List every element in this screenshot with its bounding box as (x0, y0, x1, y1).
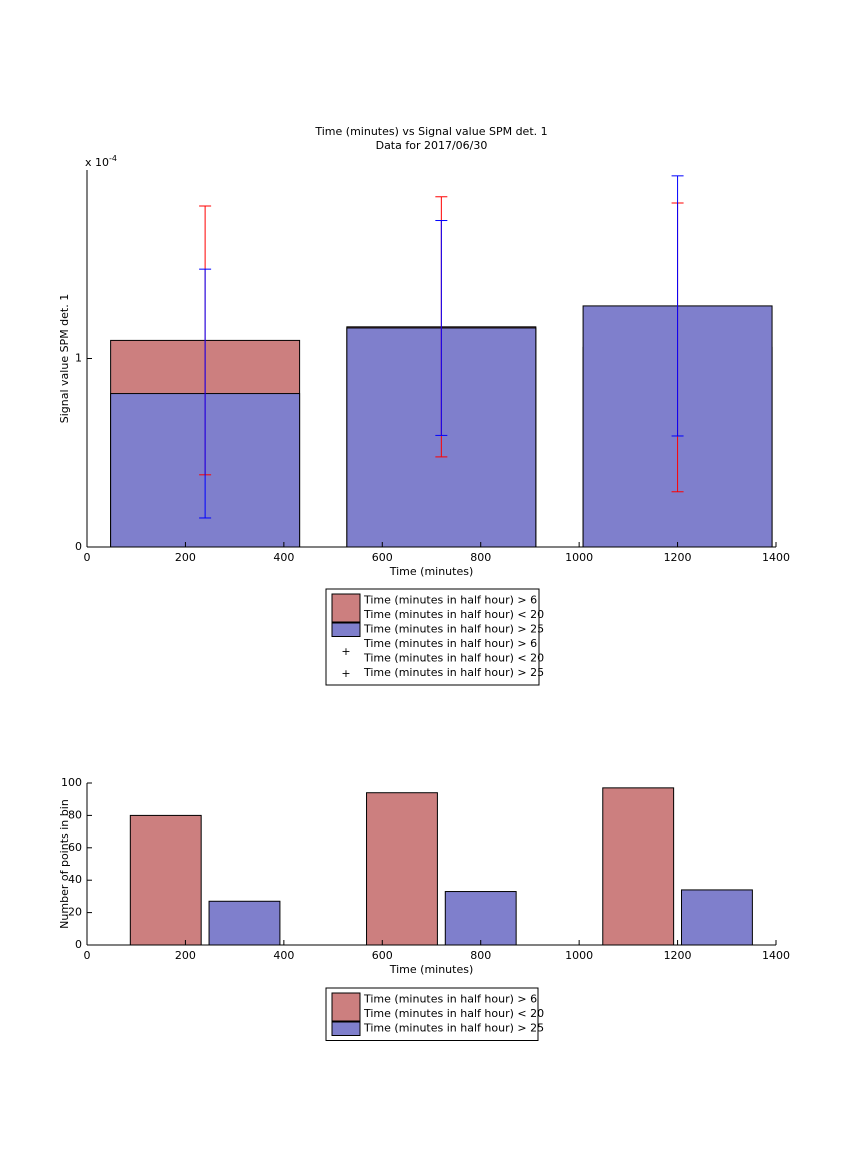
x-tick-label: 1200 (664, 551, 692, 564)
y-tick-label: 40 (68, 873, 82, 886)
y-tick-label: 80 (68, 808, 82, 821)
legend-label: Time (minutes in half hour) > 6 (363, 593, 537, 606)
chart-subtitle: Data for 2017/06/30 (376, 139, 488, 152)
legend-label: Time (minutes in half hour) > 25 (363, 1021, 544, 1034)
bar (681, 889, 753, 946)
x-tick-label: 600 (372, 551, 393, 564)
y-scale-exponent: -4 (109, 154, 117, 163)
x-tick-label: 200 (175, 949, 196, 962)
legend-label: Time (minutes in half hour) > 6 (363, 992, 537, 1005)
legend-label: Time (minutes in half hour) > 6 (363, 637, 537, 650)
bar (444, 891, 517, 946)
y-scale-base: x 10 (85, 156, 109, 169)
x-tick-label: 1000 (565, 551, 593, 564)
x-tick-label: 600 (372, 949, 393, 962)
bar (602, 787, 675, 946)
legend-label: Time (minutes in half hour) < 20 (363, 651, 544, 664)
x-tick-label: 1200 (664, 949, 692, 962)
y-tick-label: 100 (61, 776, 82, 789)
legend-patch (331, 593, 361, 623)
x-tick-label: 1400 (762, 551, 790, 564)
y-axis-label: Number of points in bin (58, 799, 71, 929)
bar (366, 792, 438, 946)
error-bar (435, 220, 448, 436)
y-tick-label: 0 (75, 938, 82, 951)
legend-marker: + (341, 667, 350, 680)
legend-patch (331, 992, 361, 1022)
x-tick-label: 800 (470, 949, 491, 962)
y-tick-label: 20 (68, 906, 82, 919)
legend-label: Time (minutes in half hour) > 25 (363, 622, 544, 635)
x-axis-label: Time (minutes) (389, 565, 474, 578)
error-bar (199, 268, 212, 519)
bar (129, 814, 202, 946)
chart-title: Time (minutes) vs Signal value SPM det. … (314, 125, 547, 138)
x-tick-label: 0 (84, 551, 91, 564)
bar (208, 900, 281, 946)
x-tick-label: 1400 (762, 949, 790, 962)
x-tick-label: 1000 (565, 949, 593, 962)
legend-label: Time (minutes in half hour) < 20 (363, 608, 544, 621)
x-tick-label: 200 (175, 551, 196, 564)
x-tick-label: 400 (273, 949, 294, 962)
legend-label: Time (minutes in half hour) < 20 (363, 1007, 544, 1020)
y-tick-label: 60 (68, 841, 82, 854)
error-bar (671, 175, 684, 437)
y-tick-label: 0 (75, 540, 82, 553)
y-axis-label: Signal value SPM det. 1 (58, 294, 71, 424)
y-tick-label: 1 (75, 352, 82, 365)
x-tick-label: 800 (470, 551, 491, 564)
y-scale-label: x 10-4 (85, 154, 117, 170)
legend-marker: + (341, 645, 350, 658)
x-tick-label: 400 (273, 551, 294, 564)
legend-box (325, 588, 540, 686)
legend-patch (331, 1021, 361, 1036)
legend-label: Time (minutes in half hour) > 25 (363, 666, 544, 679)
x-axis-label: Time (minutes) (389, 963, 474, 976)
legend-box (325, 987, 539, 1041)
x-tick-label: 0 (84, 949, 91, 962)
legend-patch (331, 622, 361, 637)
